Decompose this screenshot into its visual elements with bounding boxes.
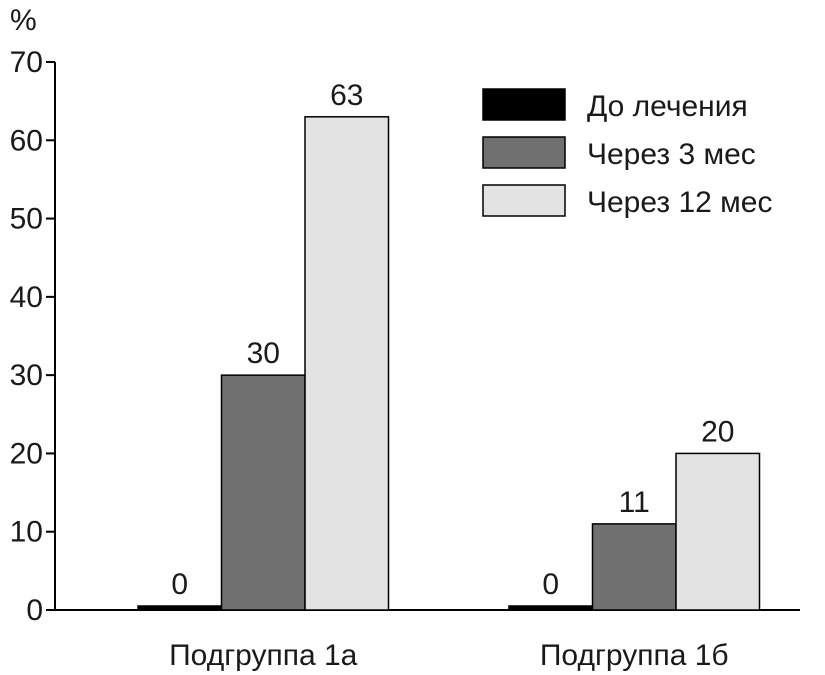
bar bbox=[220, 374, 306, 611]
bar-value-label: 63 bbox=[330, 79, 363, 112]
y-axis-unit-label: % bbox=[10, 4, 37, 37]
bar-value-label: 0 bbox=[542, 568, 559, 601]
y-tick-label: 40 bbox=[10, 281, 43, 314]
bar bbox=[675, 452, 761, 611]
bars bbox=[137, 116, 761, 611]
bar-value-label: 30 bbox=[247, 337, 280, 370]
bar-value-label: 11 bbox=[619, 486, 650, 519]
bar bbox=[508, 605, 594, 611]
y-tick-label: 50 bbox=[10, 203, 43, 236]
bar-value-label: 0 bbox=[171, 568, 188, 601]
y-tick-label: 60 bbox=[10, 124, 43, 157]
y-tick-label: 20 bbox=[10, 437, 43, 470]
y-tick-label: 10 bbox=[10, 516, 43, 549]
legend-swatch bbox=[482, 88, 566, 121]
legend-swatch bbox=[482, 184, 566, 217]
category-label: Подгруппа 1а bbox=[169, 639, 358, 672]
category-label: Подгруппа 1б bbox=[540, 639, 729, 672]
legend-swatch bbox=[482, 136, 566, 169]
bar bbox=[304, 116, 390, 611]
bar-value-label: 20 bbox=[701, 415, 734, 448]
data-labels: 0 30 63 0 11 20 bbox=[171, 79, 734, 601]
bar bbox=[137, 605, 223, 611]
legend-label: Через 3 мес bbox=[587, 138, 756, 171]
y-tick-label: 0 bbox=[26, 594, 43, 627]
legend-label: Через 12 мес bbox=[587, 186, 773, 219]
y-tick-label: 30 bbox=[10, 359, 43, 392]
category-labels: Подгруппа 1а Подгруппа 1б bbox=[169, 639, 729, 672]
legend: До лечения Через 3 мес Через 12 мес bbox=[482, 88, 773, 219]
y-tick-label: 70 bbox=[10, 46, 43, 79]
bar bbox=[591, 523, 677, 611]
legend-label: До лечения bbox=[587, 90, 748, 123]
